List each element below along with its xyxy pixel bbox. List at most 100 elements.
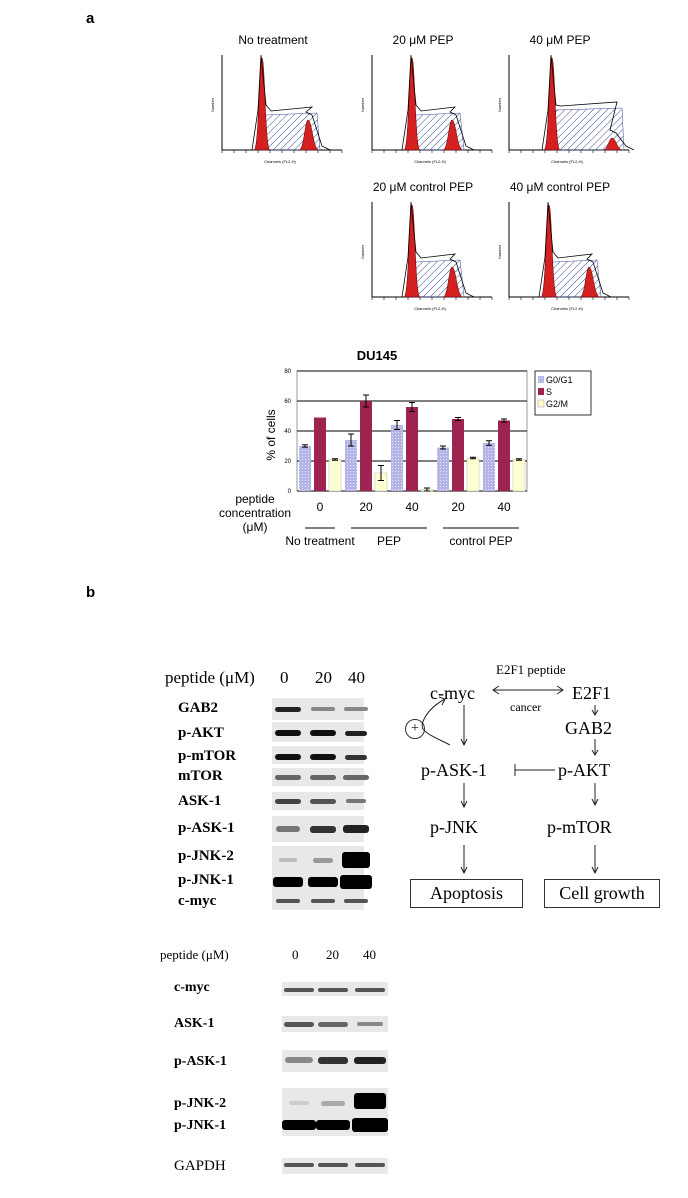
blot-label: ASK-1 — [178, 793, 222, 809]
pask1-node: p-ASK-1 — [421, 760, 487, 780]
legend-box — [534, 370, 592, 416]
blot-band — [346, 799, 366, 803]
blot-band — [276, 899, 300, 903]
blot-band — [343, 774, 369, 780]
bar-g0g1-0 — [299, 446, 311, 491]
blot-band — [289, 1101, 309, 1105]
g2-peak — [442, 266, 464, 298]
panel-a-label: a — [86, 10, 95, 27]
blot-band — [285, 1057, 313, 1063]
histogram-y-label: Number — [360, 244, 365, 259]
blot-band — [318, 1163, 348, 1167]
g2-peak — [602, 137, 624, 151]
blot-band — [310, 730, 336, 736]
bar-s-0 — [314, 417, 326, 491]
bar-g2m-4 — [512, 459, 526, 492]
blot-band — [276, 826, 300, 832]
blot-band — [344, 899, 368, 903]
blot-band — [345, 730, 367, 736]
blot-band — [355, 1163, 385, 1167]
histogram-y-label: Number — [210, 97, 215, 112]
blot-band — [275, 730, 301, 736]
blot-band — [343, 825, 369, 833]
blot-label: p-JNK-1 — [174, 1118, 227, 1133]
histogram-y-label: Number — [497, 244, 502, 259]
blot-band — [310, 825, 336, 833]
histogram-x-label: Channels (FL2-H) — [551, 159, 583, 164]
bar-g0g1-3 — [437, 447, 449, 491]
legend-label: S — [546, 387, 552, 397]
blot-band — [275, 798, 301, 804]
pjnk-node: p-JNK — [430, 817, 478, 837]
concentration-label: 0 — [292, 947, 299, 962]
blot-band — [282, 1120, 316, 1130]
histogram-x-label: Channels (FL2-H) — [264, 159, 296, 164]
histogram-plot: Number Channels (FL2-H) — [360, 54, 493, 164]
bar-g2m-0 — [328, 459, 342, 492]
blot-label: p-AKT — [178, 725, 224, 741]
blot-band — [273, 877, 303, 887]
positive-feedback-symbol: + — [405, 719, 425, 739]
blot-band — [310, 798, 336, 804]
concentration-label: 20 — [315, 668, 332, 687]
blot-band — [311, 899, 335, 903]
panel-b-label: b — [86, 584, 96, 601]
category-tick-label: 40 — [405, 500, 419, 514]
blot-band — [357, 1022, 383, 1026]
blot-band — [284, 1021, 314, 1027]
blot-band — [318, 1056, 348, 1064]
legend-label: G2/M — [546, 399, 568, 409]
blot-band — [284, 1163, 314, 1167]
blot-label: ASK-1 — [174, 1016, 215, 1031]
category-axis-label: concentration — [219, 506, 291, 520]
blot-label: p-mTOR — [178, 748, 237, 764]
group-label: control PEP — [449, 534, 512, 548]
blot-band — [313, 857, 333, 863]
histogram-y-label: Number — [360, 97, 365, 112]
y-tick-label: 20 — [284, 459, 291, 465]
histogram-x-label: Channels (FL2-H) — [414, 306, 446, 311]
g1-peak — [403, 57, 421, 151]
histogram-plot: Number Channels (FL2-H) — [210, 54, 343, 164]
legend-label: G0/G1 — [546, 375, 573, 385]
blot-band — [279, 858, 297, 862]
y-tick-label: 60 — [284, 399, 291, 405]
apoptosis-box: Apoptosis — [410, 879, 523, 908]
du145-bar-chart: DU145 % of cells 0 20 40 60 80 0 20 40 20 40 pepti… — [219, 348, 592, 548]
cancer-label: cancer — [510, 700, 542, 714]
bar-s-1 — [360, 401, 372, 491]
legend-swatch — [538, 376, 544, 383]
blot-band — [344, 707, 368, 711]
blot-band — [321, 1100, 345, 1106]
blot-band — [316, 1120, 350, 1130]
histogram-title: No treatment — [238, 33, 308, 47]
histogram-y-label: Number — [497, 97, 502, 112]
category-tick-label: 20 — [451, 500, 465, 514]
histogram-title: 20 μM PEP — [392, 33, 454, 47]
category-tick-label: 0 — [317, 500, 324, 514]
blot-label: p-JNK-2 — [178, 848, 234, 864]
pakt-node: p-AKT — [558, 760, 610, 780]
blot-band — [318, 1021, 348, 1027]
blot-band — [275, 774, 301, 780]
blot-band — [340, 875, 372, 889]
legend-swatch — [538, 388, 544, 395]
blot-label: p-ASK-1 — [178, 820, 235, 836]
bar-g0g1-4 — [483, 443, 495, 491]
blot-label: p-JNK-1 — [178, 872, 234, 888]
bar-s-4 — [498, 420, 510, 491]
category-axis-label: peptide — [235, 492, 275, 506]
wb-top-header-label: peptide (μM) — [165, 668, 255, 687]
concentration-label: 20 — [326, 947, 339, 962]
histogram-plot: Number Channels (FL2-H) — [497, 54, 635, 164]
gab2-node: GAB2 — [565, 718, 613, 738]
y-tick-label: 0 — [288, 489, 292, 495]
histogram-x-label: Channels (FL2-H) — [414, 159, 446, 164]
blot-band — [318, 988, 348, 992]
bar-g0g1-1 — [345, 440, 357, 491]
e2f1-peptide-label: E2F1 peptide — [496, 662, 566, 677]
group-label: No treatment — [285, 534, 355, 548]
blot-band — [308, 877, 338, 887]
histogram-plot: Number Channels (FL2-H) — [497, 201, 630, 311]
blot-band — [310, 774, 336, 780]
